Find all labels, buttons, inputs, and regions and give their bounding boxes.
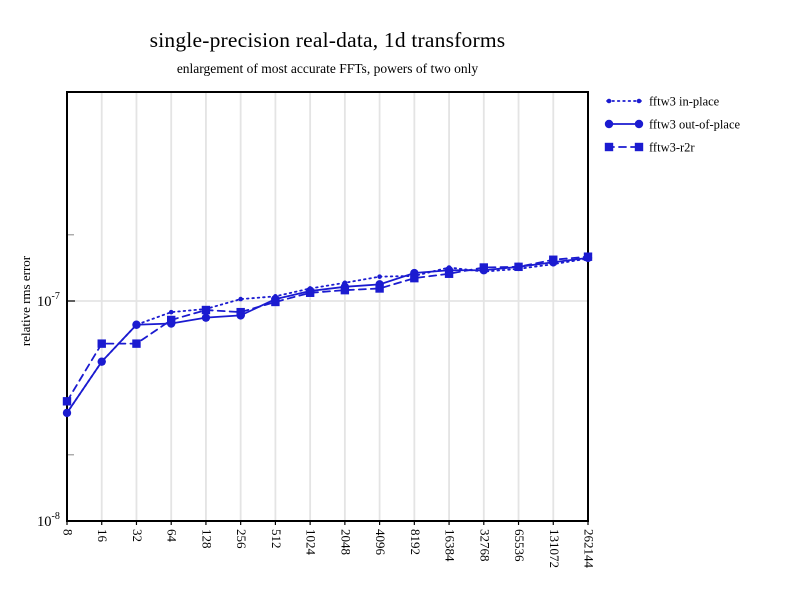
series-marker-fftw3-r2r <box>62 397 72 406</box>
x-tick-label: 1024 <box>304 529 319 556</box>
x-tick-label: 65536 <box>512 529 527 562</box>
series-marker-fftw3-r2r <box>236 307 245 317</box>
series-marker-fftw3-r2r <box>514 262 523 272</box>
series-marker-fftw3-in-place <box>168 309 174 315</box>
series-marker-fftw3-r2r <box>410 273 419 283</box>
series-marker-fftw3-r2r <box>479 263 488 272</box>
legend-marker-fftw3-r2r <box>634 142 644 152</box>
y-tick-label: 10-8 <box>37 511 60 530</box>
x-tick-label: 8192 <box>408 529 423 555</box>
x-tick-label: 131072 <box>547 529 562 568</box>
legend-label-fftw3-r2r: fftw3-r2r <box>649 141 695 155</box>
x-tick-label: 8 <box>61 529 76 536</box>
series-marker-fftw3-in-place <box>377 274 382 279</box>
legend-label-fftw3-out-of-place: fftw3 out-of-place <box>649 118 741 132</box>
series-marker-fftw3-r2r <box>167 315 176 325</box>
legend-marker-fftw3-r2r <box>604 142 614 152</box>
series-line-fftw3-out-of-place <box>66 257 589 414</box>
x-tick-label: 16384 <box>443 529 458 562</box>
chart-subtitle: enlargement of most accurate FFTs, power… <box>176 61 479 76</box>
series-marker-fftw3-out-of-place <box>201 313 211 322</box>
x-tick-label: 128 <box>199 529 214 549</box>
x-tick-label: 16 <box>95 529 110 543</box>
series-marker-fftw3-r2r <box>375 284 384 293</box>
x-tick-label: 256 <box>234 529 249 549</box>
legend-marker-fftw3-out-of-place <box>604 119 614 129</box>
series-marker-fftw3-r2r <box>132 339 141 348</box>
series-marker-fftw3-r2r <box>340 285 350 295</box>
x-tick-label: 262144 <box>582 529 597 569</box>
series-marker-fftw3-in-place <box>238 296 243 302</box>
x-tick-label: 4096 <box>373 529 388 556</box>
plot-frame <box>66 91 589 522</box>
x-tick-label: 32768 <box>477 529 492 562</box>
legend-label-fftw3-in-place: fftw3 in-place <box>649 95 720 109</box>
series-marker-fftw3-r2r <box>549 255 558 264</box>
series-marker-fftw3-r2r <box>97 339 106 348</box>
x-tick-label: 2048 <box>338 529 353 555</box>
x-tick-label: 64 <box>165 529 180 543</box>
x-tick-label: 32 <box>130 529 145 542</box>
legend-marker-fftw3-in-place <box>636 98 642 104</box>
series-line-fftw3-in-place <box>66 257 589 414</box>
y-tick-label: 10-7 <box>37 291 60 310</box>
legend-marker-fftw3-out-of-place <box>634 119 644 129</box>
x-tick-label: 512 <box>269 529 284 549</box>
series-marker-fftw3-out-of-place <box>62 408 72 418</box>
series-marker-fftw3-r2r <box>271 297 280 307</box>
series-marker-fftw3-out-of-place <box>97 357 106 366</box>
legend-marker-fftw3-in-place <box>606 98 612 104</box>
series-line-fftw3-r2r <box>66 255 589 403</box>
series-marker-fftw3-r2r <box>583 252 593 261</box>
series-marker-fftw3-out-of-place <box>132 320 141 329</box>
series-marker-fftw3-r2r <box>201 305 211 315</box>
series-marker-fftw3-r2r <box>305 288 315 297</box>
series-marker-fftw3-r2r <box>444 269 454 278</box>
chart-title: single-precision real-data, 1d transform… <box>149 28 506 52</box>
